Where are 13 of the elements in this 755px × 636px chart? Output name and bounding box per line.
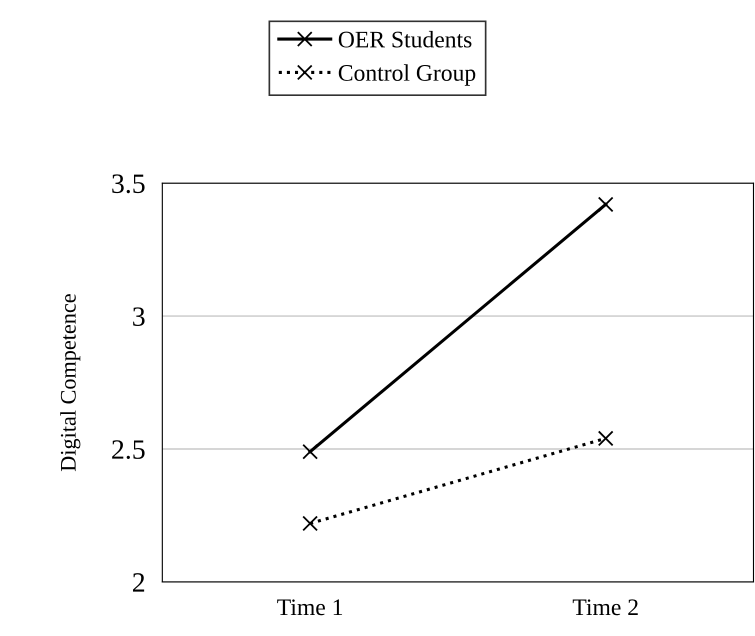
x-tick-label: Time 2 [572,599,638,616]
x-tick-label: Time 1 [277,599,342,616]
point [302,444,318,460]
legend-label: Control Group [338,64,476,86]
y-tick-label: 3.5 [112,174,145,194]
y-tick-label: 2 [132,573,144,592]
legend-label: OER Students [338,30,472,48]
y-tick-label: 2.5 [112,440,145,460]
point [598,196,614,212]
y-axis-title: Digital Competence [60,294,80,472]
point [598,430,614,446]
y-tick-label: 3 [133,307,145,326]
point [302,516,318,532]
